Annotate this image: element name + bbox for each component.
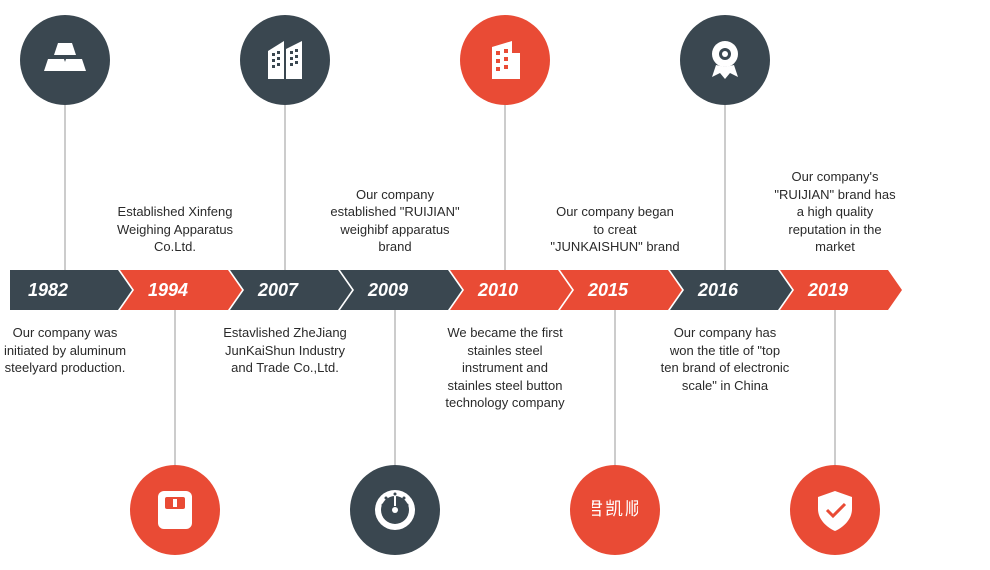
connector-line (725, 105, 726, 270)
connector-line (835, 310, 836, 465)
milestone-2019: Our company's "RUIJIAN" brand has a high… (774, 0, 896, 570)
milestone-2009: Our company established "RUIJIAN" weighi… (334, 0, 456, 570)
milestone-desc: We became the first stainles steel instr… (440, 324, 570, 412)
buildings-icon (240, 15, 330, 105)
milestone-2010: We became the first stainles steel instr… (444, 0, 566, 570)
milestone-1994: Established Xinfeng Weighing Apparatus C… (114, 0, 236, 570)
connector-line (65, 105, 66, 270)
shield-icon (790, 465, 880, 555)
connector-line (395, 310, 396, 465)
scale-icon (130, 465, 220, 555)
milestone-desc: Established Xinfeng Weighing Apparatus C… (110, 203, 240, 256)
milestone-desc: Our company established "RUIJIAN" weighi… (330, 186, 460, 256)
building-icon (460, 15, 550, 105)
connector-line (285, 105, 286, 270)
connector-line (615, 310, 616, 465)
gauge-icon (350, 465, 440, 555)
junkaishun-icon (570, 465, 660, 555)
ingots-icon (20, 15, 110, 105)
milestone-2016: Our company has won the title of "top te… (664, 0, 786, 570)
milestone-desc: Our company was initiated by aluminum st… (0, 324, 130, 377)
connector-line (505, 105, 506, 270)
milestone-2007: Estavlished ZheJiang JunKaiShun Industry… (224, 0, 346, 570)
milestone-desc: Our company's "RUIJIAN" brand has a high… (770, 168, 900, 256)
milestone-1982: Our company was initiated by aluminum st… (4, 0, 126, 570)
milestone-desc: Estavlished ZheJiang JunKaiShun Industry… (220, 324, 350, 377)
award-icon (680, 15, 770, 105)
connector-line (175, 310, 176, 465)
milestone-desc: Our company began to creat "JUNKAISHUN" … (550, 203, 680, 256)
milestone-desc: Our company has won the title of "top te… (660, 324, 790, 394)
milestone-2015: Our company began to creat "JUNKAISHUN" … (554, 0, 676, 570)
